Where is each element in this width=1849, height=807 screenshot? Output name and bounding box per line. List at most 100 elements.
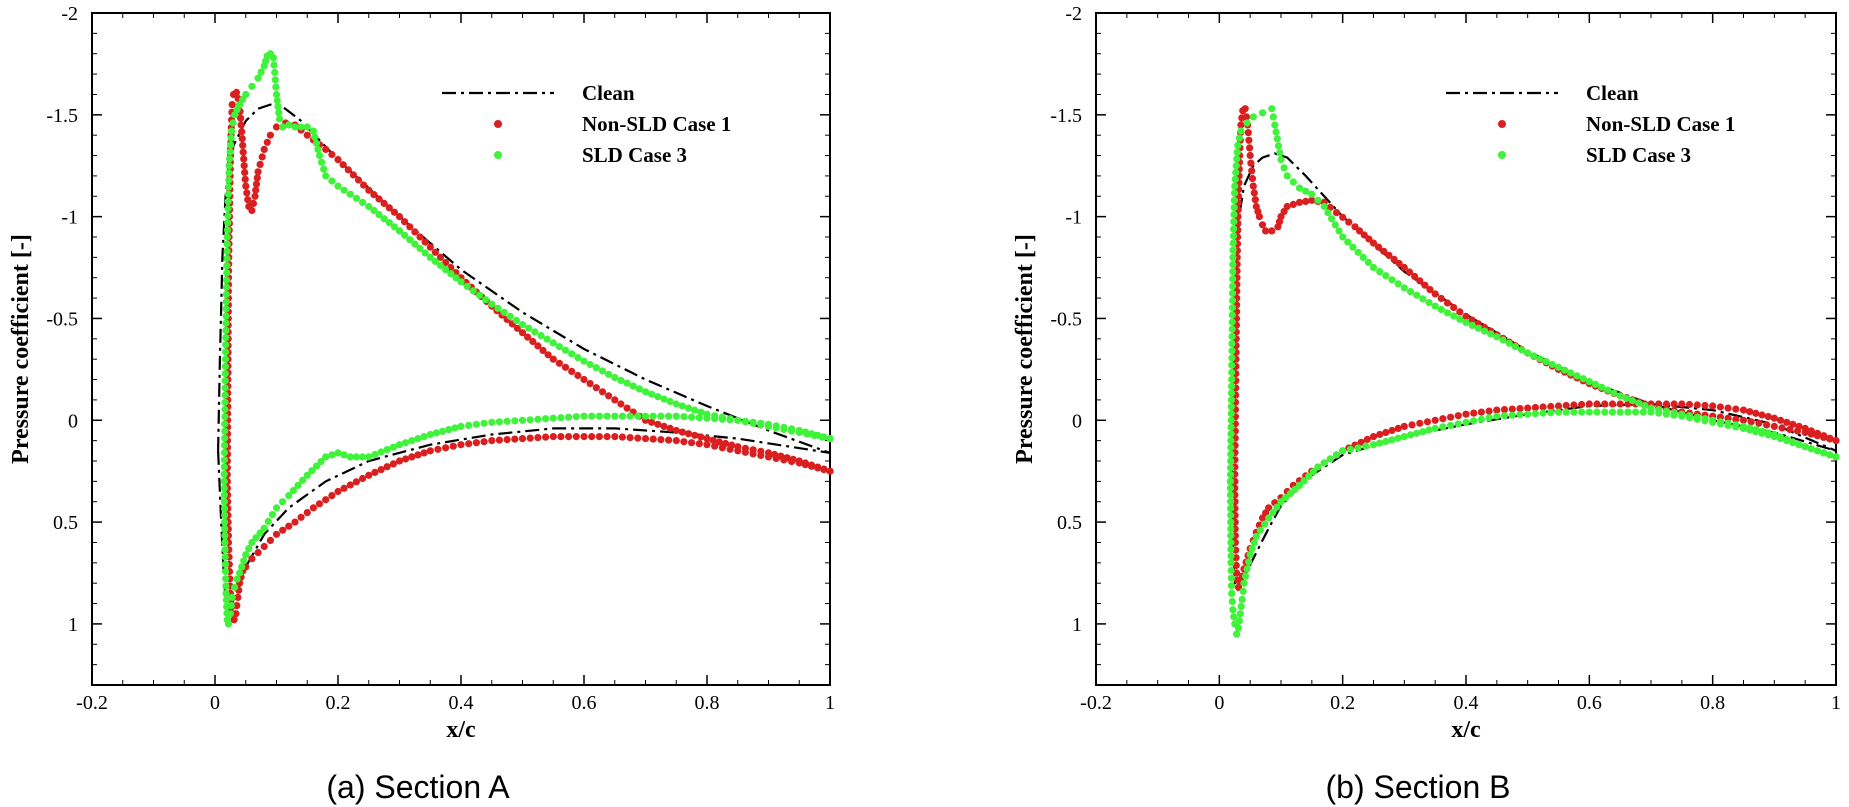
data-point [634,412,642,420]
data-point [221,398,229,406]
data-point [1400,422,1408,430]
data-point [557,414,565,422]
data-point [572,433,580,441]
data-point [380,199,388,207]
data-point [1229,606,1237,614]
data-point [1746,426,1754,434]
data-point [618,433,627,441]
x-tick-label: 0.6 [572,692,597,714]
data-point [1578,408,1586,416]
data-point [1423,418,1432,426]
data-point [375,195,383,203]
data-point [1746,408,1754,416]
data-point [222,319,230,327]
data-point [226,148,234,156]
data-point [291,123,299,131]
data-point [1406,288,1415,296]
data-point [1616,400,1624,408]
data-point [1229,253,1237,261]
data-point [227,141,235,149]
data-point [1344,238,1352,246]
data-point [1228,318,1236,326]
data-point [359,474,367,483]
data-point [1231,182,1239,190]
data-point [1662,410,1670,418]
data-point [1295,481,1304,489]
data-point [1647,408,1655,416]
data-point [465,440,473,448]
data-point [240,162,248,170]
y-tick-label: 0 [68,410,78,432]
data-point [1245,558,1253,566]
data-point [542,415,550,423]
data-point [221,546,229,554]
data-point [526,434,534,442]
data-point [588,433,596,441]
data-point [711,442,719,450]
data-point [334,156,342,164]
data-point [414,451,422,459]
data-point [426,243,434,251]
data-point [309,127,317,135]
data-point [1801,424,1809,432]
data-point [234,593,242,602]
data-point [457,278,465,286]
data-point [1238,595,1246,604]
y-axis-label: Pressure coefficient [-] [8,234,34,464]
data-point [1269,508,1277,517]
data-point [1439,415,1447,423]
data-point [309,504,317,512]
data-point [1437,305,1445,314]
data-point [1413,429,1421,437]
data-point [1388,276,1396,284]
data-point [1431,416,1439,424]
data-point [518,416,527,424]
data-point [436,253,445,261]
data-point [1477,415,1485,423]
data-point [1641,402,1649,410]
data-point [543,335,551,343]
data-point [1524,404,1532,412]
data-point [549,433,557,441]
data-point [1462,410,1470,418]
data-point [1365,235,1373,243]
data-point [1227,574,1235,582]
data-point [1807,427,1815,435]
data-point [221,391,229,399]
data-point [757,419,765,427]
data-point [1239,587,1247,595]
data-point [414,435,422,443]
data-point [251,192,259,200]
data-point [648,418,656,426]
data-point [447,270,455,278]
data-point [227,602,235,610]
data-point [1233,148,1241,156]
data-point [623,379,631,387]
data-point [1591,380,1600,388]
data-point [1655,400,1663,408]
data-point [1364,258,1372,267]
data-point [416,233,424,241]
data-point [648,390,656,398]
data-point [678,402,687,410]
data-point [684,430,693,438]
data-point [665,412,673,420]
data-point [617,376,625,384]
data-point [1578,400,1586,409]
data-point [1369,441,1378,449]
data-point [402,439,410,447]
data-point [224,620,233,628]
data-point [359,198,367,206]
data-point [557,433,565,441]
data-point [1247,159,1255,167]
data-point [1227,443,1235,451]
data-point [402,455,410,463]
data-point [555,343,564,351]
data-point [472,420,480,428]
data-point [1245,136,1253,144]
y-tick-label: -0.5 [46,308,78,330]
data-point [1693,401,1701,409]
data-point [1400,263,1408,272]
data-point [503,436,511,444]
data-point [592,384,600,392]
